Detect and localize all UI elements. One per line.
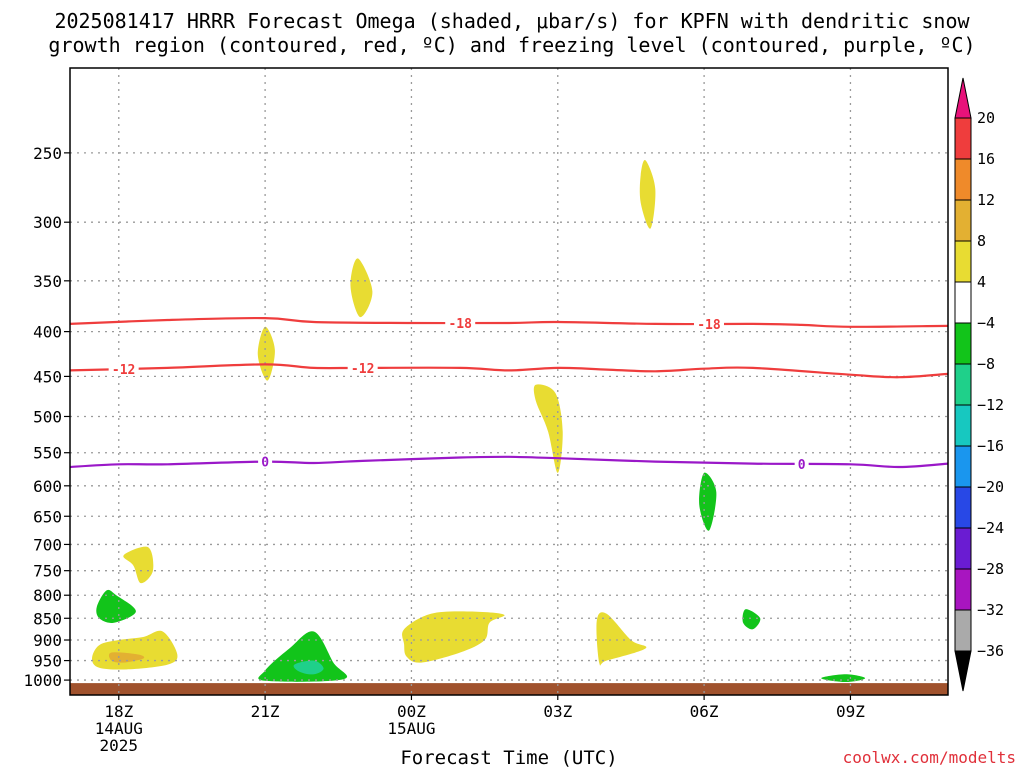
colorbar-band	[954, 322, 972, 365]
x-axis-label: Forecast Time (UTC)	[400, 747, 617, 768]
x-tick-label: 21Z	[251, 702, 280, 721]
x-tick-label: 14AUG	[95, 719, 143, 738]
watermark: coolwx.com/modelts	[843, 748, 1016, 767]
colorbar-label: −24	[977, 519, 1004, 537]
omega-shade-region	[742, 609, 761, 630]
contour-label-bg	[347, 360, 378, 375]
y-tick-label: 700	[33, 535, 62, 554]
contour-line	[70, 363, 948, 379]
x-tick-label: 15AUG	[387, 719, 435, 738]
contour-label: 0	[798, 458, 806, 473]
y-tick-label: 500	[33, 407, 62, 426]
colorbar-band	[954, 445, 972, 488]
y-tick-label: 450	[33, 367, 62, 386]
y-tick-label: 600	[33, 477, 62, 496]
colorbar-band	[954, 404, 972, 447]
y-tick-label: 400	[33, 323, 62, 342]
plot-area: -18 -18 -12 -12 0 0	[69, 67, 949, 696]
colorbar-band	[954, 240, 972, 283]
colorbar-label: −4	[977, 314, 995, 332]
colorbar-band	[954, 199, 972, 242]
colorbar-label: −8	[977, 355, 995, 373]
contour-label-bg	[258, 454, 273, 469]
x-tick-label: 09Z	[836, 702, 865, 721]
colorbar-band	[954, 363, 972, 406]
colorbar-label: 8	[977, 232, 986, 250]
contour-label-bg	[794, 456, 809, 471]
colorbar-band	[954, 281, 972, 324]
omega-shade-region	[533, 384, 563, 473]
colorbar-bottom-arrow	[954, 650, 972, 692]
colorbar-label: −12	[977, 396, 1004, 414]
colorbar-top-arrow	[954, 77, 972, 119]
omega-shade-region	[350, 258, 373, 318]
y-tick-label: 750	[33, 562, 62, 581]
ground-surface	[70, 683, 948, 695]
omega-shade-region	[639, 160, 656, 229]
omega-shade-region	[699, 472, 717, 531]
y-tick-label: 650	[33, 507, 62, 526]
omega-shade-region	[596, 612, 647, 666]
colorbar-label: −28	[977, 560, 1004, 578]
omega-shade-region	[108, 652, 145, 663]
y-tick-label: 300	[33, 213, 62, 232]
colorbar-label: 16	[977, 150, 995, 168]
colorbar-label: −36	[977, 642, 1004, 660]
y-tick-label: 350	[33, 272, 62, 291]
y-tick-label: 900	[33, 631, 62, 650]
colorbar-label: 20	[977, 109, 995, 127]
colorbar-band	[954, 568, 972, 611]
colorbar-label: −16	[977, 437, 1004, 455]
colorbar: 20 16 12 8 4 −4 −8 −12 −16 −20 −24 −28 −32 −36	[954, 77, 1004, 692]
contour-label-bg	[108, 362, 139, 377]
contour-label: -12	[351, 362, 374, 377]
y-axis: 250 300 350 400 450 500 550 600 650 700 750 800 850 9…	[23, 144, 70, 690]
contour-label: -12	[112, 363, 135, 378]
contour-line	[70, 316, 948, 328]
x-tick-label: 18Z	[104, 702, 133, 721]
contour-label: -18	[448, 317, 472, 332]
contour-label-bg	[445, 315, 476, 330]
omega-shade-region	[821, 674, 866, 682]
colorbar-band	[954, 609, 972, 652]
contour-label: 0	[261, 456, 269, 471]
contour-label: -18	[697, 318, 721, 333]
omega-shade-region	[258, 631, 348, 682]
y-tick-label: 1000	[23, 671, 62, 690]
colorbar-label: 12	[977, 191, 995, 209]
chart-title-line-2: growth region (contoured, red, ºC) and f…	[48, 33, 975, 57]
omega-shade-region	[92, 630, 178, 670]
colorbar-band	[954, 527, 972, 570]
omega-shade-region	[293, 660, 324, 675]
omega-shade-region	[402, 611, 505, 663]
y-tick-label: 250	[33, 144, 62, 163]
y-tick-label: 550	[33, 444, 62, 463]
colorbar-band	[954, 158, 972, 201]
colorbar-band	[954, 117, 972, 160]
omega-shade-region	[96, 589, 136, 623]
omega-shade-region	[257, 326, 275, 381]
colorbar-label: 4	[977, 273, 986, 291]
y-tick-label: 950	[33, 652, 62, 671]
x-tick-label: 03Z	[543, 702, 572, 721]
contour-line	[70, 455, 948, 469]
x-tick-label: 06Z	[690, 702, 719, 721]
colorbar-label: −32	[977, 601, 1004, 619]
chart-title-line-1: 2025081417 HRRR Forecast Omega (shaded, …	[54, 9, 970, 33]
x-tick-label: 00Z	[397, 702, 426, 721]
colorbar-label: −20	[977, 478, 1004, 496]
contour-label-bg	[693, 316, 724, 331]
plot-frame	[69, 67, 949, 696]
x-tick-label: 2025	[100, 736, 139, 755]
y-tick-label: 800	[33, 586, 62, 605]
omega-shade-region	[123, 546, 154, 584]
colorbar-band	[954, 486, 972, 529]
y-tick-label: 850	[33, 609, 62, 628]
